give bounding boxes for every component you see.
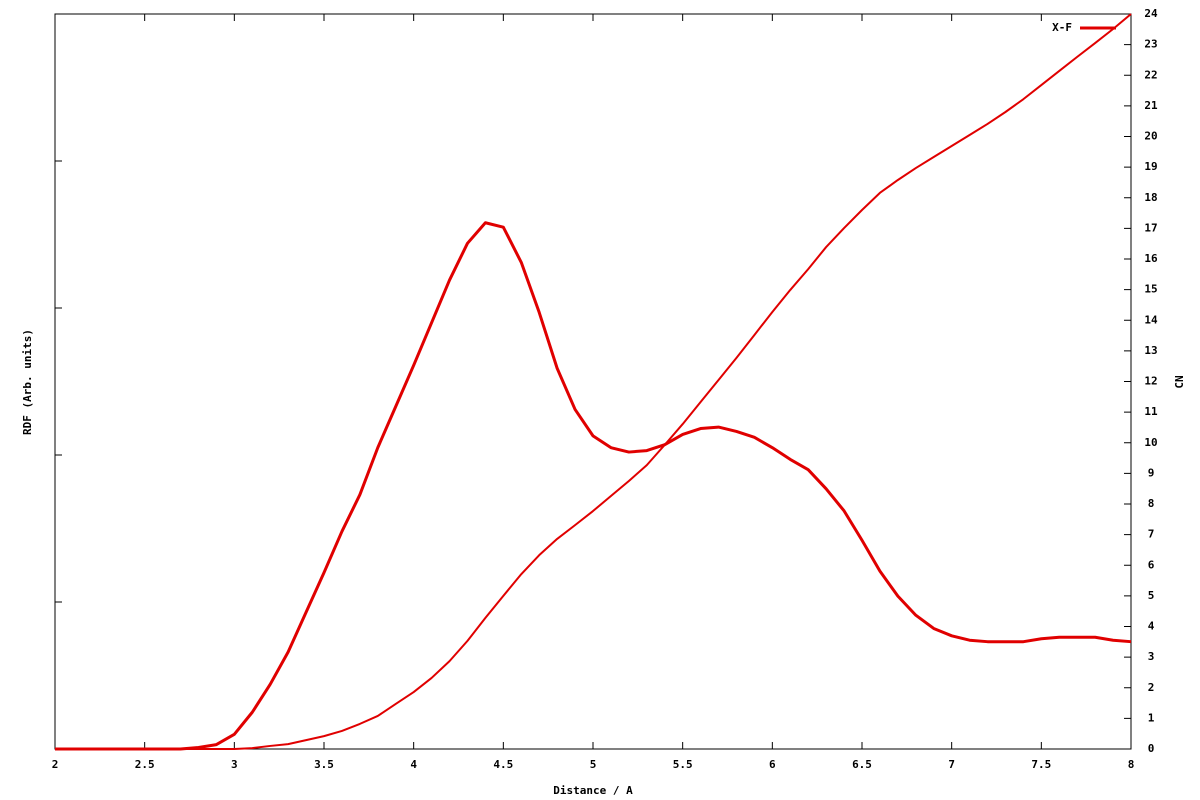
y2-tick-label: 8 bbox=[1148, 497, 1155, 510]
y2-tick-label: 22 bbox=[1144, 68, 1157, 81]
y2-tick-label: 9 bbox=[1148, 466, 1155, 479]
y2-tick-label: 17 bbox=[1144, 221, 1157, 234]
y2-tick-label: 3 bbox=[1148, 650, 1155, 663]
left-axis-ticks bbox=[55, 160, 62, 603]
y2-tick-label: 14 bbox=[1144, 313, 1158, 326]
x-tick-label: 2.5 bbox=[135, 758, 155, 771]
y2-tick-label: 2 bbox=[1148, 681, 1155, 694]
y2-tick-label: 11 bbox=[1144, 405, 1158, 418]
y-axis-label: RDF (Arb. units) bbox=[21, 329, 34, 435]
y2-tick-label: 15 bbox=[1144, 283, 1157, 296]
y2-tick-label: 23 bbox=[1144, 38, 1157, 51]
x-tick-label: 4.5 bbox=[493, 758, 513, 771]
y2-tick-label: 10 bbox=[1144, 436, 1157, 449]
x-tick-label: 5.5 bbox=[673, 758, 693, 771]
x-tick-label: 7 bbox=[948, 758, 955, 771]
y2-tick-label: 19 bbox=[1144, 160, 1157, 173]
y2-tick-label: 7 bbox=[1148, 528, 1155, 541]
x-tick-label: 6.5 bbox=[852, 758, 872, 771]
y2-tick-label: 4 bbox=[1148, 620, 1155, 633]
y2-tick-label: 12 bbox=[1144, 375, 1157, 388]
x-tick-label: 4 bbox=[410, 758, 417, 771]
y2-tick-label: 20 bbox=[1144, 130, 1157, 143]
x-tick-label: 2 bbox=[52, 758, 59, 771]
y2-tick-label: 1 bbox=[1148, 711, 1155, 724]
y2-axis-label: CN bbox=[1173, 375, 1186, 388]
x-tick-label: 6 bbox=[769, 758, 776, 771]
y2-tick-label: 5 bbox=[1148, 589, 1155, 602]
y2-tick-label: 24 bbox=[1144, 7, 1158, 20]
y2-tick-label: 16 bbox=[1144, 252, 1158, 265]
legend-label: X-F bbox=[1052, 21, 1072, 34]
cn-line bbox=[55, 13, 1132, 750]
x-tick-label: 7.5 bbox=[1031, 758, 1051, 771]
y2-tick-label: 0 bbox=[1148, 742, 1155, 755]
y2-tick-label: 6 bbox=[1148, 558, 1155, 571]
y2-tick-label: 21 bbox=[1144, 99, 1158, 112]
x-tick-label: 3.5 bbox=[314, 758, 334, 771]
y2-tick-label: 13 bbox=[1144, 344, 1157, 357]
rdf-line bbox=[55, 221, 1132, 751]
x-tick-label: 8 bbox=[1128, 758, 1135, 771]
y2-tick-label: 18 bbox=[1144, 191, 1157, 204]
x-tick-label: 3 bbox=[231, 758, 238, 771]
x-axis-label: Distance / A bbox=[553, 784, 633, 797]
x-tick-label: 5 bbox=[590, 758, 597, 771]
